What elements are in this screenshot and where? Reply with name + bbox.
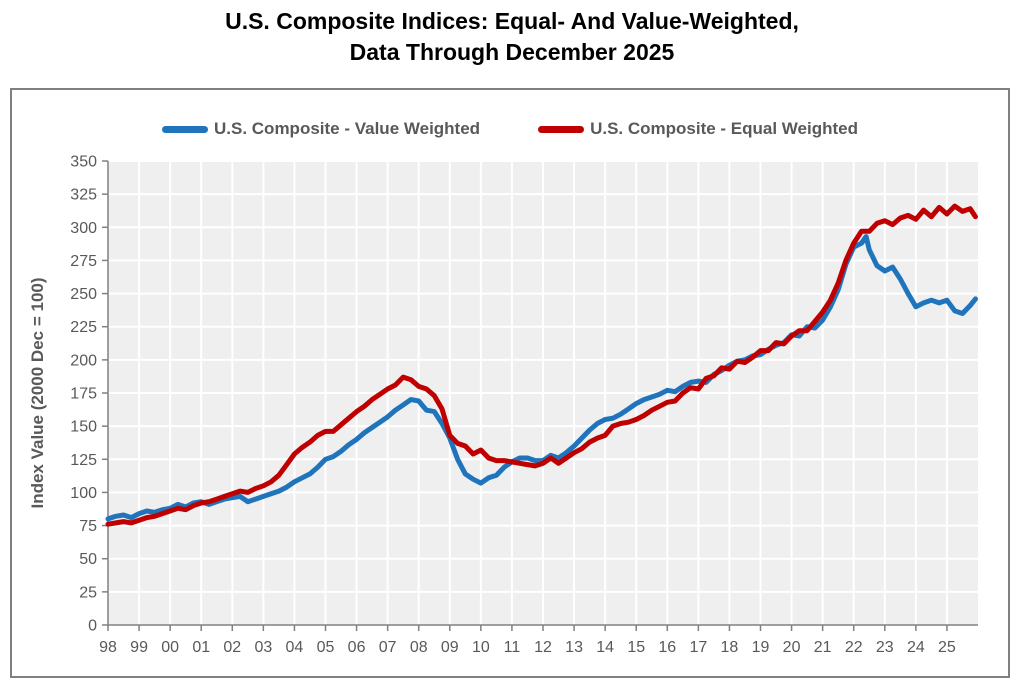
svg-text:05: 05 [317,639,335,656]
svg-text:02: 02 [223,639,241,656]
svg-text:24: 24 [907,639,925,656]
svg-text:275: 275 [70,253,97,270]
y-axis-title: Index Value (2000 Dec = 100) [28,277,47,509]
svg-text:21: 21 [814,639,832,656]
x-axis-tick-labels: 98 99 00 01 02 03 04 05 06 07 08 09 10 11 12 13 14 15 16 17… [99,639,956,656]
svg-text:25: 25 [938,639,956,656]
svg-text:11: 11 [504,639,521,656]
legend-item-value-weighted: U.S. Composite - Value Weighted [162,119,480,139]
legend-label-value-weighted: U.S. Composite - Value Weighted [214,119,481,138]
svg-text:300: 300 [70,220,97,237]
svg-text:03: 03 [254,639,272,656]
legend-label-equal-weighted: U.S. Composite - Equal Weighted [590,119,858,138]
svg-text:25: 25 [79,584,97,601]
svg-text:50: 50 [79,551,97,568]
gridlines [108,160,978,625]
svg-text:125: 125 [70,452,97,469]
legend-item-equal-weighted: U.S. Composite - Equal Weighted [538,119,858,139]
chart-title-line1: U.S. Composite Indices: Equal- And Value… [225,8,799,34]
value-weighted-swatch-icon [162,125,208,133]
svg-text:08: 08 [410,639,428,656]
svg-text:15: 15 [627,639,645,656]
svg-text:0: 0 [88,618,97,635]
svg-text:17: 17 [689,639,707,656]
svg-text:07: 07 [379,639,397,656]
equal-weighted-swatch-icon [538,125,585,133]
chart-title: U.S. Composite Indices: Equal- And Value… [0,6,1024,68]
svg-text:99: 99 [130,639,148,656]
y-axis-tick-labels: 0 25 50 75 100 125 150 175 200 225 250 275 300 325 350 [70,154,97,635]
chart-title-line2: Data Through December 2025 [349,39,675,65]
svg-text:23: 23 [876,639,894,656]
svg-text:150: 150 [70,419,97,436]
svg-text:350: 350 [70,154,97,171]
svg-text:19: 19 [752,639,770,656]
svg-text:325: 325 [70,187,97,204]
svg-text:00: 00 [161,639,179,656]
chart-legend: U.S. Composite - Value Weighted U.S. Com… [10,119,1010,139]
svg-text:98: 98 [99,639,117,656]
svg-text:75: 75 [79,518,97,535]
svg-text:10: 10 [472,639,490,656]
svg-text:100: 100 [70,485,97,502]
svg-text:12: 12 [534,639,552,656]
svg-text:13: 13 [565,639,583,656]
svg-text:04: 04 [286,639,304,656]
svg-text:225: 225 [70,319,97,336]
svg-text:09: 09 [441,639,459,656]
svg-text:18: 18 [721,639,739,656]
svg-text:06: 06 [348,639,366,656]
equal-weighted-line [105,203,978,527]
svg-text:22: 22 [845,639,863,656]
svg-text:200: 200 [70,352,97,369]
svg-text:14: 14 [596,639,614,656]
svg-text:250: 250 [70,286,97,303]
svg-text:01: 01 [192,639,210,656]
svg-text:175: 175 [70,386,97,403]
svg-text:16: 16 [658,639,676,656]
svg-text:20: 20 [783,639,801,656]
